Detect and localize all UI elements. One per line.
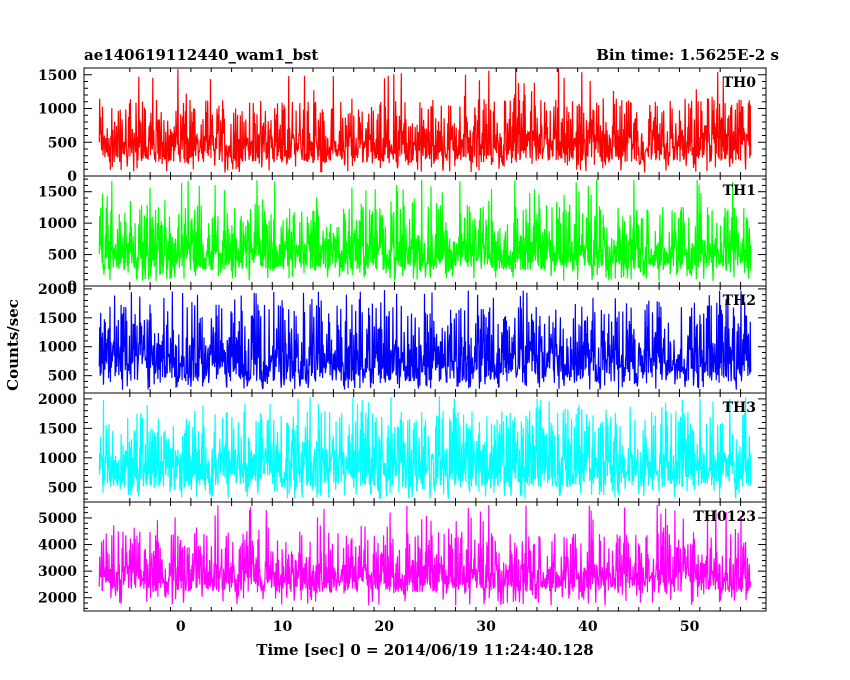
y-tick-label: 2000	[38, 392, 77, 408]
panel-th0: 0 500 1000 1500 TH0	[38, 67, 767, 185]
panel-th1: 0 500 1000 1500 TH1	[38, 175, 767, 295]
y-tick-label: 1500	[38, 421, 77, 437]
y-tick-label: 2000	[38, 282, 77, 298]
panel-th0123: 2000 3000 4000 5000 TH0123	[38, 501, 767, 612]
chart-title: ae140619112440_wam1_bst	[84, 46, 318, 64]
y-tick-label: 1500	[38, 185, 77, 201]
y-tick-label: 500	[48, 135, 77, 151]
y-tick-label: 1000	[38, 216, 77, 232]
y-tick-label: 5000	[38, 511, 77, 527]
series-line-th2	[98, 290, 752, 390]
panels-group: 0 500 1000 1500 TH0 0 500 1000 1500 TH1 500 1000 150…	[38, 67, 767, 612]
panel-frame	[83, 501, 767, 612]
series-line-th3	[98, 396, 752, 500]
series-line-th1	[98, 179, 752, 282]
x-tick-label: 30	[476, 619, 496, 635]
y-tick-label: 1500	[38, 68, 77, 84]
chart-subtitle: Bin time: 1.5625E-2 s	[596, 46, 779, 64]
panel-title: TH2	[723, 293, 756, 309]
x-tick-label: 10	[273, 619, 293, 635]
y-tick-label: 1500	[38, 311, 77, 327]
x-tick-label: 40	[578, 619, 598, 635]
panel-title: TH3	[723, 400, 756, 416]
y-tick-label: 2000	[38, 591, 77, 607]
y-axis-label: Counts/sec	[4, 299, 22, 391]
panel-title: TH0	[723, 75, 757, 91]
series-line-th0123	[98, 504, 752, 606]
y-tick-label: 0	[67, 279, 77, 295]
y-tick-label: 3000	[38, 564, 77, 580]
x-tick-label: 20	[375, 619, 395, 635]
series-line-th0	[98, 68, 752, 173]
panel-th2: 500 1000 1500 2000 TH2	[38, 282, 767, 394]
x-tick-label: 0	[176, 619, 186, 635]
y-tick-label: 500	[48, 248, 77, 264]
y-tick-label: 4000	[38, 538, 77, 554]
x-axis-label: Time [sec] 0 = 2014/06/19 11:24:40.128	[256, 641, 593, 659]
y-tick-label: 500	[48, 480, 77, 496]
x-axis: 0 10 20 30 40 50	[176, 619, 700, 635]
y-tick-label: 1000	[38, 340, 77, 356]
panel-title: TH0123	[693, 509, 756, 525]
y-tick-label: 500	[48, 369, 77, 385]
panel-th3: 500 1000 1500 2000 TH3	[38, 392, 767, 503]
y-tick-label: 1000	[38, 102, 77, 118]
panel-title: TH1	[723, 183, 756, 199]
y-tick-label: 1000	[38, 451, 77, 467]
x-tick-label: 50	[680, 619, 700, 635]
y-tick-label: 0	[67, 169, 77, 185]
